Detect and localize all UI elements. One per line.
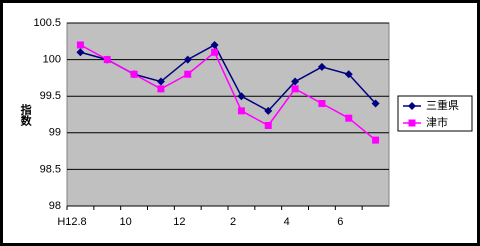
marker <box>345 114 353 122</box>
x-tick-label: 6 <box>337 216 343 228</box>
y-tick-label: 99 <box>49 127 61 139</box>
x-tick-label: 4 <box>284 216 290 228</box>
marker <box>317 62 326 71</box>
marker <box>372 136 380 144</box>
marker <box>371 99 380 108</box>
marker <box>211 48 219 56</box>
y-tick-label: 100 <box>43 54 61 66</box>
marker <box>183 55 192 64</box>
x-tick-label: 12 <box>173 216 185 228</box>
marker <box>291 77 300 86</box>
marker <box>264 121 272 129</box>
marker <box>291 85 299 93</box>
y-tick-label: 98.5 <box>40 163 61 175</box>
marker <box>408 102 416 110</box>
x-tick-label: 10 <box>120 216 132 228</box>
marker <box>408 119 416 127</box>
marker <box>130 70 138 78</box>
marker <box>237 107 245 115</box>
marker <box>210 40 219 49</box>
legend-label: 三重県 <box>426 98 459 112</box>
marker <box>156 77 165 86</box>
marker <box>103 56 111 64</box>
marker <box>237 92 246 101</box>
marker <box>184 70 192 78</box>
marker <box>76 48 85 57</box>
x-tick-label: H12.8 <box>57 216 86 228</box>
marker <box>157 85 165 93</box>
marker <box>318 100 326 108</box>
marker <box>344 70 353 79</box>
y-tick-label: 100.5 <box>33 17 61 29</box>
series-line <box>80 44 377 141</box>
marker <box>264 106 273 115</box>
legend-label: 津市 <box>426 115 448 129</box>
marker <box>76 41 84 49</box>
y-tick-label: 99.5 <box>40 90 61 102</box>
y-axis-label: 指数 <box>19 103 32 127</box>
y-tick-label: 98 <box>49 200 61 212</box>
x-tick-label: 2 <box>230 216 236 228</box>
